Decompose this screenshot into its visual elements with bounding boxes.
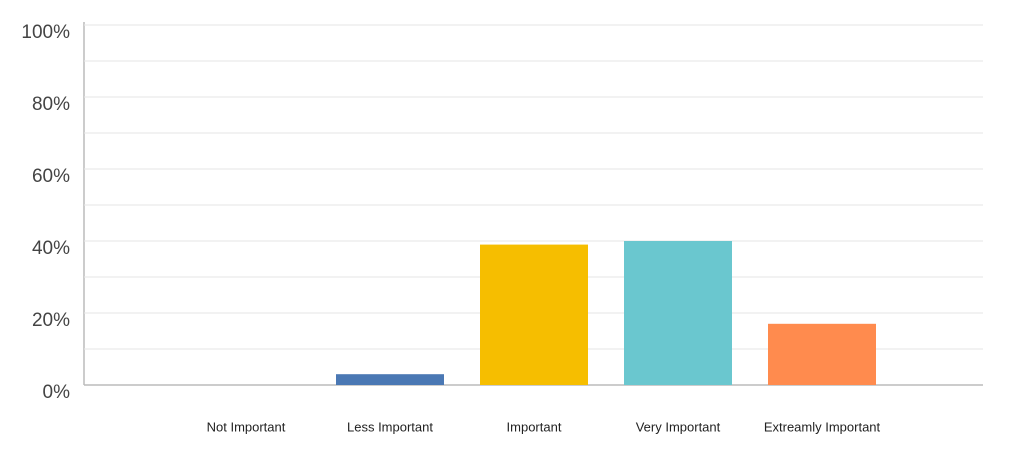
bar xyxy=(480,244,588,385)
x-tick-label: Less Important xyxy=(347,419,433,434)
y-tick-label: 20% xyxy=(32,310,70,331)
x-tick-label: Very Important xyxy=(636,419,721,434)
y-tick-label: 60% xyxy=(32,166,70,187)
bar xyxy=(336,374,444,385)
y-tick-label: 40% xyxy=(32,238,70,259)
y-tick-label: 0% xyxy=(43,382,71,403)
y-tick-label: 100% xyxy=(21,22,70,43)
x-tick-label: Not Important xyxy=(207,419,286,434)
x-tick-label: Extreamly Important xyxy=(764,419,881,434)
bar xyxy=(624,241,732,385)
bar xyxy=(768,323,876,385)
y-tick-label: 80% xyxy=(32,94,70,115)
x-tick-label: Important xyxy=(507,419,562,434)
